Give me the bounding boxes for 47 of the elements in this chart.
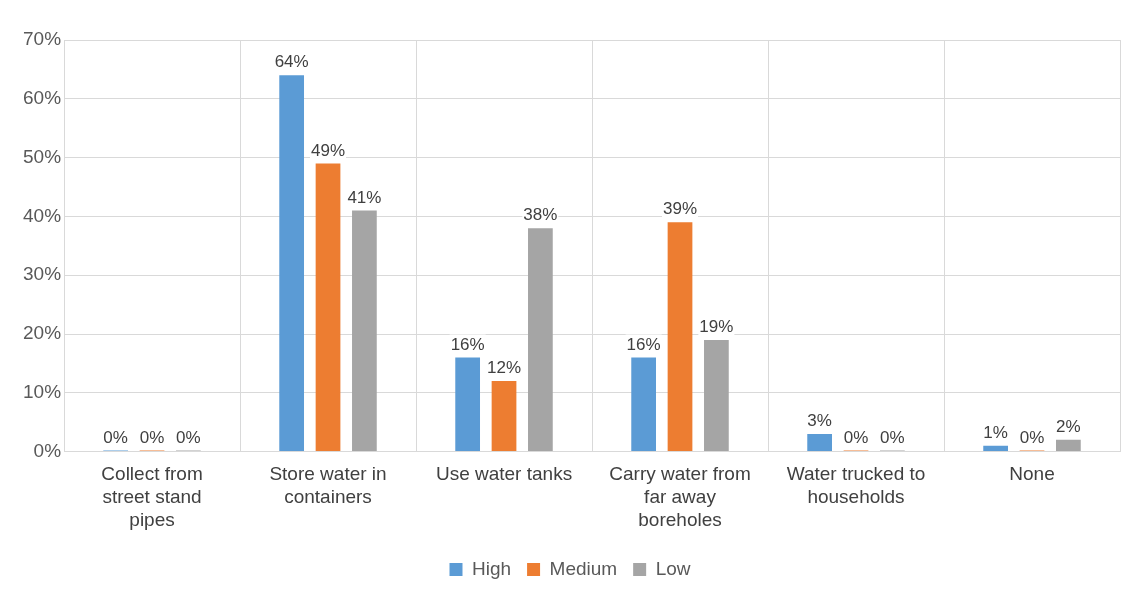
data-label: 49% xyxy=(311,140,346,160)
legend-label: High xyxy=(472,557,512,579)
data-label: 0% xyxy=(176,427,201,447)
bar xyxy=(807,433,832,452)
bar xyxy=(352,210,377,452)
data-label: 19% xyxy=(699,317,734,337)
y-tick-label: 50% xyxy=(23,145,62,167)
data-label: 0% xyxy=(103,427,128,447)
x-tick-label: Carry water from far away boreholes xyxy=(609,463,751,530)
legend-label: Medium xyxy=(549,557,618,579)
data-label: 16% xyxy=(450,334,485,354)
y-tick-label: 30% xyxy=(23,263,62,285)
x-tick-label: Collect from street stand pipes xyxy=(101,463,203,530)
y-tick-label: 70% xyxy=(23,28,62,50)
data-label: 38% xyxy=(523,205,558,225)
bar xyxy=(704,339,729,452)
bar xyxy=(279,75,305,452)
x-tick-label: Use water tanks xyxy=(435,463,573,485)
data-label: 2% xyxy=(1056,417,1081,437)
bar xyxy=(667,222,693,452)
y-tick-label: 0% xyxy=(33,439,62,461)
bar xyxy=(983,445,1008,452)
bar xyxy=(631,357,657,452)
data-label: 0% xyxy=(1019,427,1045,447)
bar xyxy=(528,228,553,452)
data-label: 1% xyxy=(983,422,1008,442)
y-tick-label: 10% xyxy=(23,381,62,403)
data-label: 0% xyxy=(880,427,905,447)
data-label: 64% xyxy=(274,52,309,72)
x-tick-label: Water trucked to households xyxy=(786,463,926,508)
data-label: 16% xyxy=(626,334,661,354)
y-tick-label: 20% xyxy=(23,322,62,344)
legend-label: Low xyxy=(655,557,691,579)
bar xyxy=(315,163,341,452)
data-label: 12% xyxy=(487,358,522,378)
data-label: 0% xyxy=(139,427,165,447)
bar xyxy=(1056,439,1081,452)
data-label: 3% xyxy=(807,411,832,431)
y-tick-label: 40% xyxy=(23,204,62,226)
x-tick-label: None xyxy=(1009,463,1055,485)
x-tick-label: Store water in containers xyxy=(269,463,387,508)
data-label: 41% xyxy=(347,187,382,207)
y-tick-label: 60% xyxy=(23,87,62,109)
bar xyxy=(455,357,481,452)
bar xyxy=(491,381,517,452)
data-label: 0% xyxy=(843,427,869,447)
data-label: 39% xyxy=(663,199,698,219)
